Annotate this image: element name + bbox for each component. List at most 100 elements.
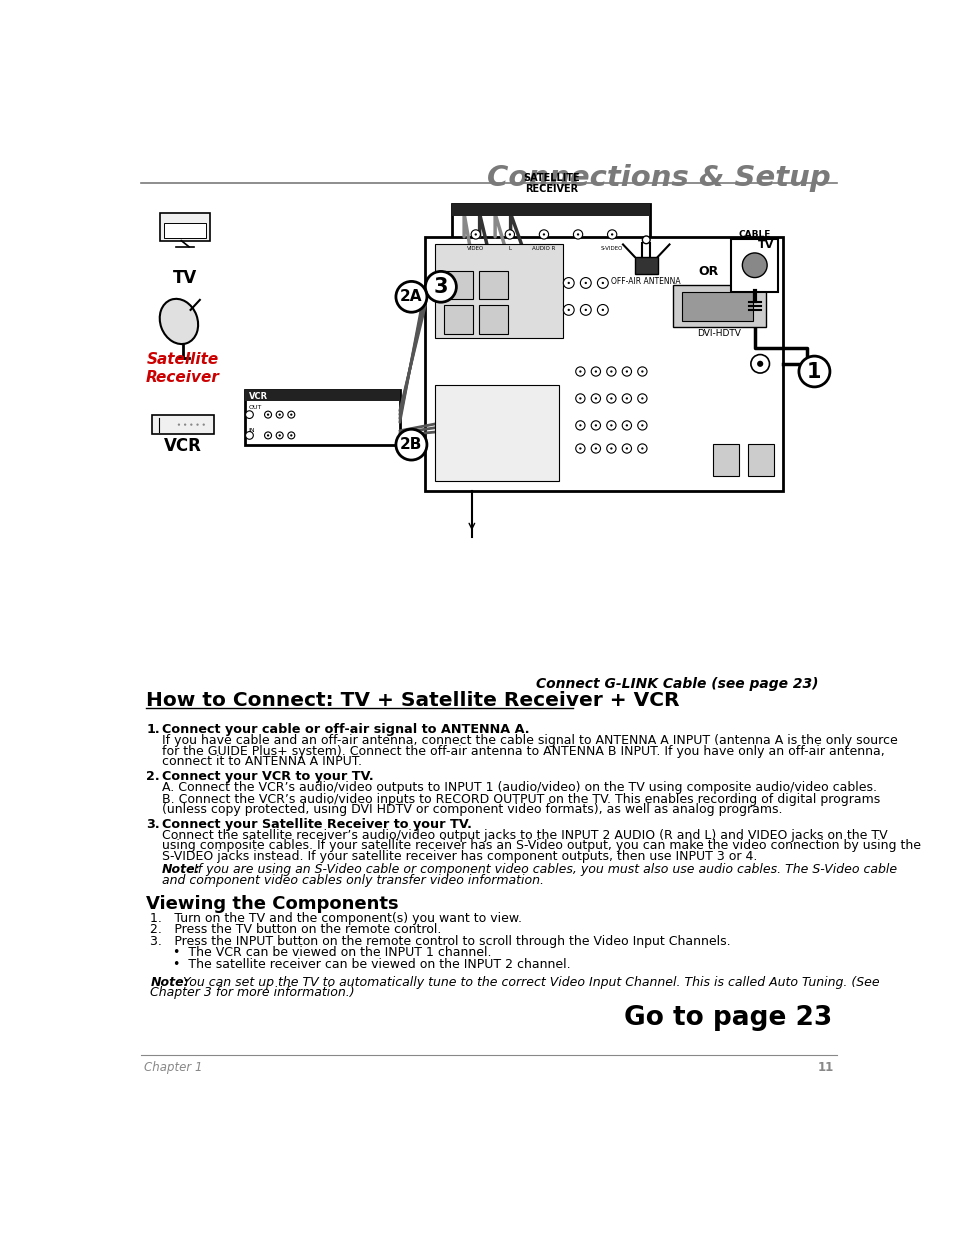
Circle shape — [621, 394, 631, 403]
Text: OUT: OUT — [249, 405, 262, 410]
Circle shape — [288, 411, 294, 419]
Text: B. Connect the VCR’s audio/video inputs to RECORD OUTPUT on the TV. This enables: B. Connect the VCR’s audio/video inputs … — [162, 793, 880, 805]
Circle shape — [584, 309, 586, 311]
Text: •  The VCR can be viewed on the INPUT 1 channel.: • The VCR can be viewed on the INPUT 1 c… — [173, 946, 492, 960]
Circle shape — [610, 233, 613, 236]
Text: 2A: 2A — [399, 289, 422, 304]
Circle shape — [637, 394, 646, 403]
Circle shape — [641, 236, 649, 243]
FancyBboxPatch shape — [681, 293, 753, 321]
Text: 1: 1 — [806, 362, 821, 382]
Text: Chapter 3 for more information.): Chapter 3 for more information.) — [150, 986, 355, 999]
Text: 2.  Press the TV button on the remote control.: 2. Press the TV button on the remote con… — [150, 924, 441, 936]
Circle shape — [276, 432, 283, 438]
Circle shape — [750, 354, 769, 373]
Text: and component video cables only transfer video information.: and component video cables only transfer… — [162, 873, 543, 887]
Circle shape — [625, 447, 627, 450]
Circle shape — [395, 430, 427, 461]
FancyBboxPatch shape — [443, 270, 472, 299]
Circle shape — [267, 414, 269, 416]
FancyBboxPatch shape — [478, 305, 507, 333]
FancyBboxPatch shape — [152, 415, 213, 433]
Circle shape — [578, 370, 581, 373]
Text: Note:: Note: — [162, 863, 200, 876]
Text: Go to page 23: Go to page 23 — [623, 1005, 831, 1031]
Circle shape — [575, 443, 584, 453]
Text: How to Connect: TV + Satellite Receiver + VCR: How to Connect: TV + Satellite Receiver … — [146, 692, 679, 710]
Text: Connect the satellite receiver’s audio/video output jacks to the INPUT 2 AUDIO (: Connect the satellite receiver’s audio/v… — [162, 829, 886, 842]
Circle shape — [264, 432, 272, 438]
FancyBboxPatch shape — [712, 443, 739, 477]
Text: You can set up the TV to automatically tune to the correct Video Input Channel. : You can set up the TV to automatically t… — [179, 976, 879, 988]
Circle shape — [578, 425, 581, 426]
Circle shape — [567, 309, 569, 311]
Text: L: L — [508, 246, 511, 251]
Text: Connect G-LINK Cable (see page 23): Connect G-LINK Cable (see page 23) — [536, 677, 818, 692]
FancyBboxPatch shape — [425, 237, 782, 490]
Circle shape — [267, 435, 269, 436]
Circle shape — [591, 367, 599, 377]
Ellipse shape — [159, 299, 198, 345]
Circle shape — [637, 443, 646, 453]
FancyBboxPatch shape — [245, 390, 399, 401]
Circle shape — [597, 278, 608, 288]
Text: for the GUIDE Plus+ system). Connect the off-air antenna to ANTENNA B INPUT. If : for the GUIDE Plus+ system). Connect the… — [162, 745, 883, 757]
Circle shape — [610, 425, 612, 426]
Circle shape — [591, 421, 599, 430]
Circle shape — [606, 421, 616, 430]
Circle shape — [640, 447, 643, 450]
FancyBboxPatch shape — [731, 240, 778, 293]
Text: Satellite
Receiver: Satellite Receiver — [146, 352, 219, 384]
Circle shape — [594, 425, 597, 426]
FancyBboxPatch shape — [164, 222, 206, 237]
Text: TV: TV — [757, 240, 773, 249]
Text: 11: 11 — [817, 1061, 833, 1073]
Circle shape — [640, 425, 643, 426]
Text: CABLE: CABLE — [738, 230, 770, 240]
Circle shape — [594, 370, 597, 373]
Circle shape — [190, 424, 193, 426]
Circle shape — [542, 233, 544, 236]
Circle shape — [562, 305, 574, 315]
Circle shape — [579, 278, 591, 288]
Circle shape — [621, 421, 631, 430]
Circle shape — [505, 230, 514, 240]
Text: OFF-AIR ANTENNA: OFF-AIR ANTENNA — [611, 277, 680, 285]
Text: 1.: 1. — [146, 724, 160, 736]
FancyBboxPatch shape — [747, 443, 773, 477]
Circle shape — [606, 367, 616, 377]
Circle shape — [606, 443, 616, 453]
Text: AUDIO R: AUDIO R — [532, 246, 555, 251]
Circle shape — [591, 394, 599, 403]
FancyBboxPatch shape — [245, 390, 399, 446]
Circle shape — [278, 414, 280, 416]
Text: TV: TV — [172, 269, 197, 287]
Text: Connections & Setup: Connections & Setup — [486, 163, 830, 191]
Circle shape — [584, 282, 586, 284]
Text: 3: 3 — [434, 277, 448, 296]
Text: Connect your cable or off-air signal to ANTENNA A.: Connect your cable or off-air signal to … — [162, 724, 529, 736]
Circle shape — [601, 309, 603, 311]
Circle shape — [425, 272, 456, 303]
Text: Connect your Satellite Receiver to your TV.: Connect your Satellite Receiver to your … — [162, 818, 471, 831]
FancyBboxPatch shape — [478, 270, 507, 299]
Circle shape — [474, 233, 476, 236]
FancyBboxPatch shape — [452, 204, 649, 216]
Circle shape — [288, 432, 294, 438]
Circle shape — [594, 398, 597, 400]
Circle shape — [177, 424, 180, 426]
Text: •  The satellite receiver can be viewed on the INPUT 2 channel.: • The satellite receiver can be viewed o… — [173, 958, 571, 971]
Circle shape — [640, 398, 643, 400]
Circle shape — [798, 356, 829, 387]
Circle shape — [471, 230, 480, 240]
Circle shape — [757, 361, 762, 367]
Circle shape — [567, 282, 569, 284]
Text: A. Connect the VCR’s audio/video outputs to INPUT 1 (audio/video) on the TV usin: A. Connect the VCR’s audio/video outputs… — [162, 781, 876, 794]
Circle shape — [607, 230, 617, 240]
Circle shape — [508, 233, 511, 236]
Circle shape — [601, 282, 603, 284]
Text: (unless copy protected, using DVI HDTV or component video formats), as well as a: (unless copy protected, using DVI HDTV o… — [162, 803, 781, 816]
FancyBboxPatch shape — [443, 305, 472, 333]
Circle shape — [577, 233, 578, 236]
Circle shape — [625, 398, 627, 400]
